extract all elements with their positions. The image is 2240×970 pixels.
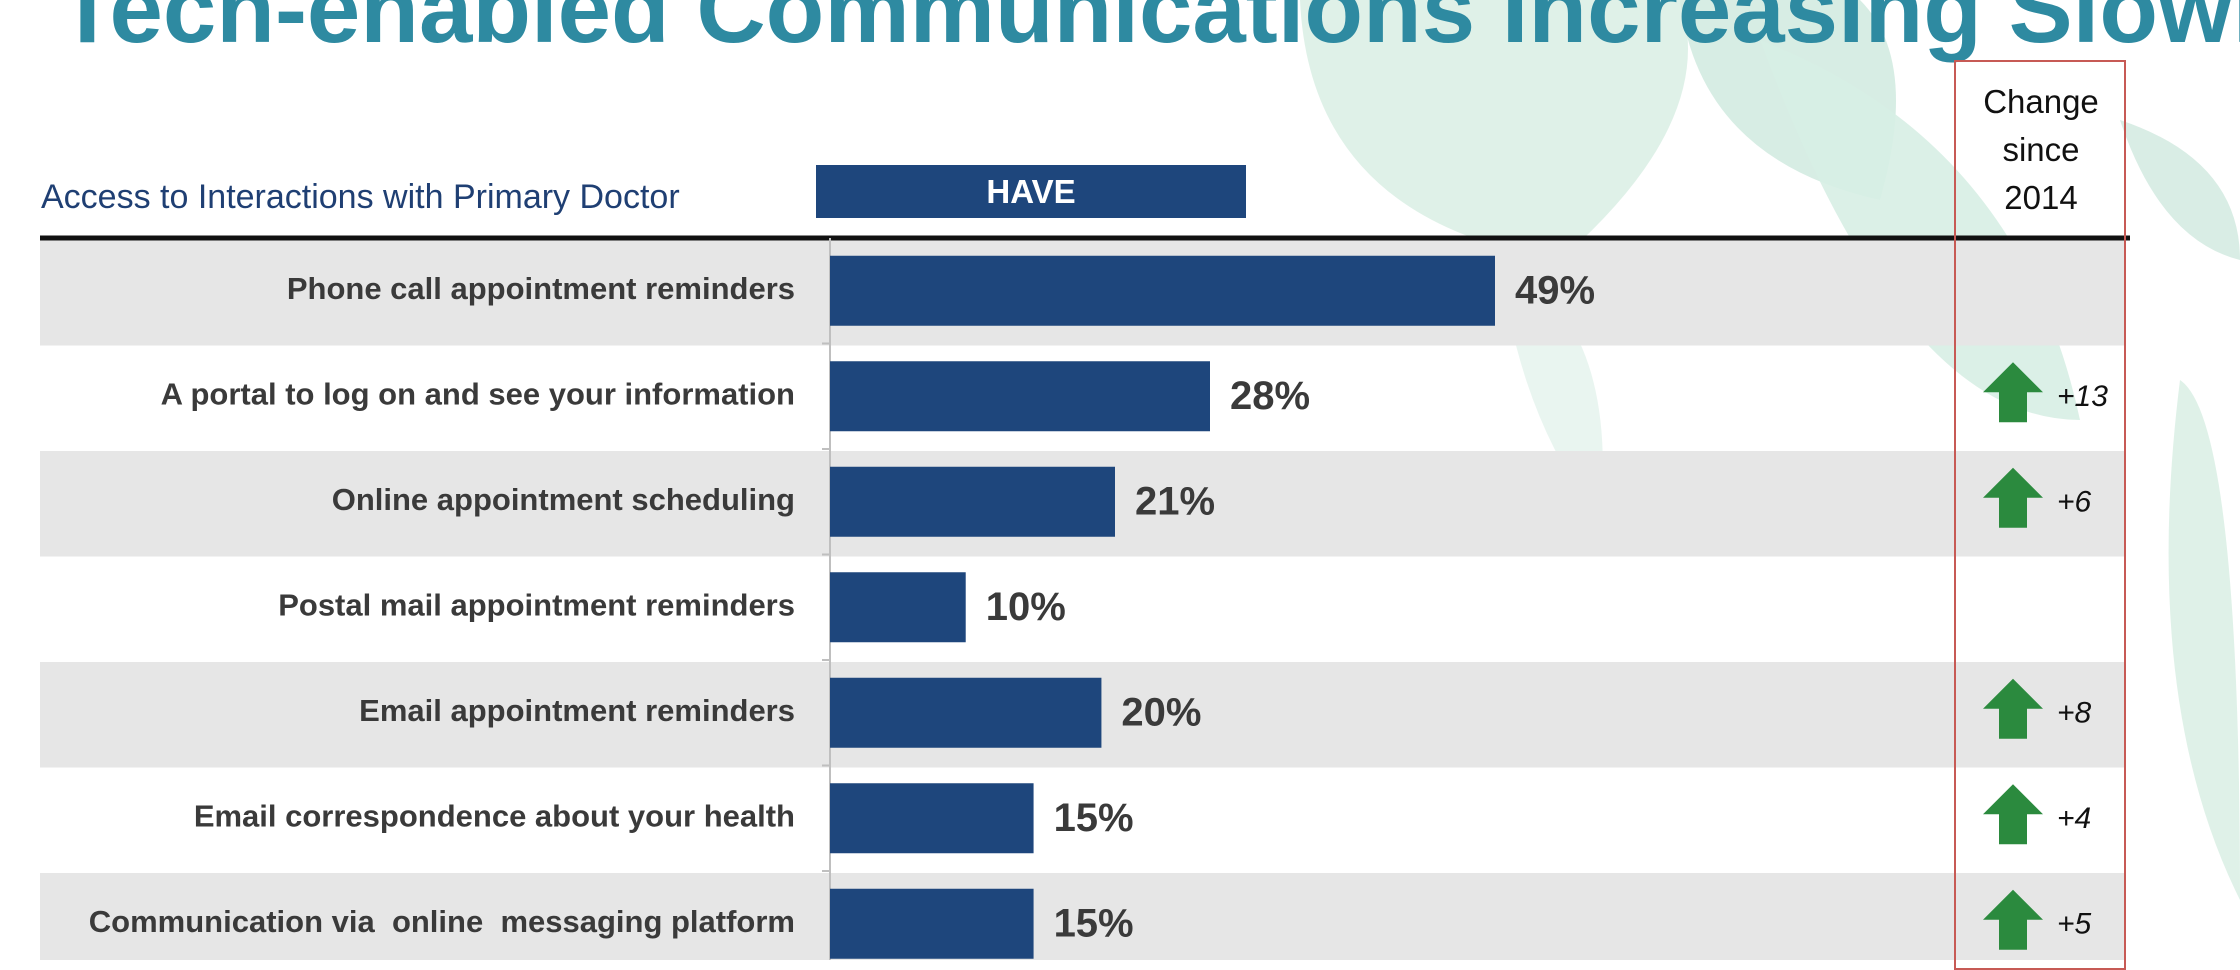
up-arrow-icon bbox=[1983, 467, 2043, 528]
chart-title: Access to Interactions with Primary Doct… bbox=[41, 178, 680, 216]
change-label: +6 bbox=[2057, 486, 2092, 519]
up-arrow-icon bbox=[1983, 362, 2043, 423]
data-label: 20% bbox=[1121, 690, 1201, 734]
category-label: A portal to log on and see your informat… bbox=[161, 376, 795, 411]
slide-title: Tech-enabled Communications Increasing S… bbox=[58, 0, 2240, 63]
category-label: Communication via online messaging platf… bbox=[89, 904, 795, 939]
bar bbox=[830, 888, 1034, 959]
category-label: Phone call appointment reminders bbox=[287, 271, 795, 306]
change-label: +8 bbox=[2057, 697, 2092, 730]
change-label: +4 bbox=[2057, 802, 2091, 835]
change-label: +13 bbox=[2057, 380, 2108, 413]
series-name-header: HAVE bbox=[816, 165, 1246, 218]
bar bbox=[830, 783, 1034, 854]
data-label: 28% bbox=[1230, 374, 1310, 418]
data-label: 15% bbox=[1054, 796, 1134, 840]
data-label: 49% bbox=[1515, 268, 1595, 312]
category-label: Email correspondence about your health bbox=[194, 798, 795, 833]
bar bbox=[830, 255, 1495, 326]
data-label: 15% bbox=[1054, 901, 1134, 945]
category-label: Online appointment scheduling bbox=[332, 482, 795, 517]
bar bbox=[830, 361, 1210, 432]
data-label: 21% bbox=[1135, 479, 1215, 523]
data-label: 10% bbox=[986, 585, 1066, 629]
up-arrow-icon bbox=[1983, 678, 2043, 739]
up-arrow-icon bbox=[1983, 784, 2043, 845]
bar bbox=[830, 572, 966, 643]
change-label: +5 bbox=[2057, 908, 2092, 941]
category-label: Postal mail appointment reminders bbox=[278, 587, 795, 622]
bar bbox=[830, 466, 1115, 537]
up-arrow-icon bbox=[1983, 889, 2043, 950]
change-column-header: Change since 2014 bbox=[1983, 83, 2099, 216]
bar bbox=[830, 677, 1102, 748]
row-band bbox=[40, 873, 2126, 960]
category-label: Email appointment reminders bbox=[359, 693, 795, 728]
